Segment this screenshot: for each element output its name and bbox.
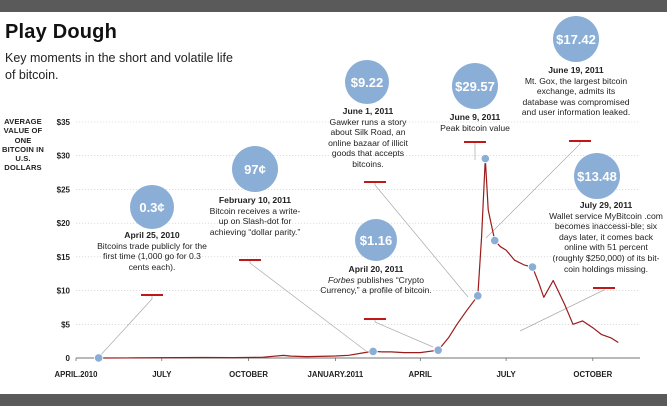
- x-tick-label: APRIL: [409, 370, 433, 379]
- event-point: [473, 291, 483, 301]
- annotation-date: June 19, 2011: [548, 65, 604, 75]
- annotation-date: July 29, 2011: [579, 200, 633, 210]
- bottom-rule: [0, 394, 667, 406]
- annotation-2011-02-10: February 10, 2011 Bitcoin receives a wri…: [188, 195, 322, 237]
- event-point: [527, 262, 538, 272]
- x-tick-label: OCTOBER: [229, 370, 268, 379]
- chart-title: Play Dough: [5, 21, 118, 43]
- annotation-2011-06-19: June 19, 2011 Mt. Gox, the largest bitco…: [518, 65, 634, 118]
- series-line: [98, 158, 619, 359]
- annotation-text: Forbes publishes “Crypto Currency,” a pr…: [320, 275, 432, 296]
- event-point: [94, 353, 104, 363]
- bubble-2011-06-01: $9.22: [345, 60, 389, 104]
- x-tick-label: JULY: [152, 370, 172, 379]
- annotation-text: Peak bitcoin value: [440, 122, 510, 133]
- x-tick-label: JANUARY.2011: [308, 370, 364, 379]
- y-tick-label: $5: [61, 320, 70, 329]
- y-tick-label: $10: [57, 287, 71, 296]
- chart-subtitle: Key moments in the short and volatile li…: [5, 51, 233, 82]
- top-rule: [0, 0, 667, 12]
- bubble-2011-06-09: $29.57: [452, 63, 498, 109]
- leader-line: [97, 295, 153, 359]
- x-tick-label: APRIL.2010: [55, 370, 99, 379]
- event-point: [368, 346, 378, 357]
- annotation-rest: publishes “Crypto Currency,” a profile o…: [320, 274, 432, 296]
- leader-line: [374, 319, 434, 348]
- event-point: [490, 235, 500, 246]
- x-tick-label: JULY: [496, 370, 516, 379]
- bubble-2010-04-25: 0.3¢: [130, 185, 174, 229]
- annotation-2011-04-20: April 20, 2011 Forbes publishes “Crypto …: [318, 264, 434, 296]
- annotation-date: April 25, 2010: [124, 230, 180, 240]
- annotation-2010-04-25: April 25, 2010 Bitcoins trade publicly f…: [72, 230, 232, 272]
- x-tick-label: OCTOBER: [573, 370, 612, 379]
- y-tick-label: $35: [57, 118, 71, 127]
- y-tick-label: $15: [57, 253, 71, 262]
- annotation-date: April 20, 2011: [348, 264, 404, 274]
- y-tick-label: $30: [57, 152, 71, 161]
- annotation-italic: Forbes: [327, 274, 355, 285]
- annotation-date: June 9, 2011: [449, 112, 501, 122]
- annotation-text: Wallet service MyBitcoin .com becomes in…: [549, 210, 663, 274]
- annotation-2011-07-29: July 29, 2011 Wallet service MyBitcoin .…: [548, 200, 664, 274]
- annotation-2011-06-09: June 9, 2011 Peak bitcoin value: [428, 112, 522, 133]
- annotation-date: June 1, 2011: [342, 106, 394, 116]
- event-point: [480, 154, 490, 164]
- annotation-text: Mt. Gox, the largest bitcoin exchange, a…: [521, 75, 631, 118]
- event-point: [433, 345, 443, 355]
- y-axis-label: AVERAGE VALUE OF ONE BITCOIN IN U.S. DOL…: [2, 117, 44, 173]
- annotation-text: Gawker runs a story about Silk Road, an …: [328, 116, 408, 169]
- y-tick-label: 0: [66, 354, 71, 363]
- annotation-text: Bitcoins trade publicly for the first ti…: [97, 240, 207, 272]
- annotation-text: Bitcoin receives a write-up on Slash-dot…: [209, 205, 301, 237]
- annotation-date: February 10, 2011: [218, 195, 292, 205]
- annotation-2011-06-01: June 1, 2011 Gawker runs a story about S…: [323, 106, 413, 170]
- bubble-2011-07-29: $13.48: [574, 153, 620, 199]
- bubble-2011-04-20: $1.16: [355, 219, 397, 261]
- y-tick-label: $20: [57, 219, 71, 228]
- y-tick-label: $25: [57, 185, 71, 194]
- bubble-2011-06-19: $17.42: [553, 16, 599, 62]
- bubble-2011-02-10: 97¢: [232, 146, 278, 192]
